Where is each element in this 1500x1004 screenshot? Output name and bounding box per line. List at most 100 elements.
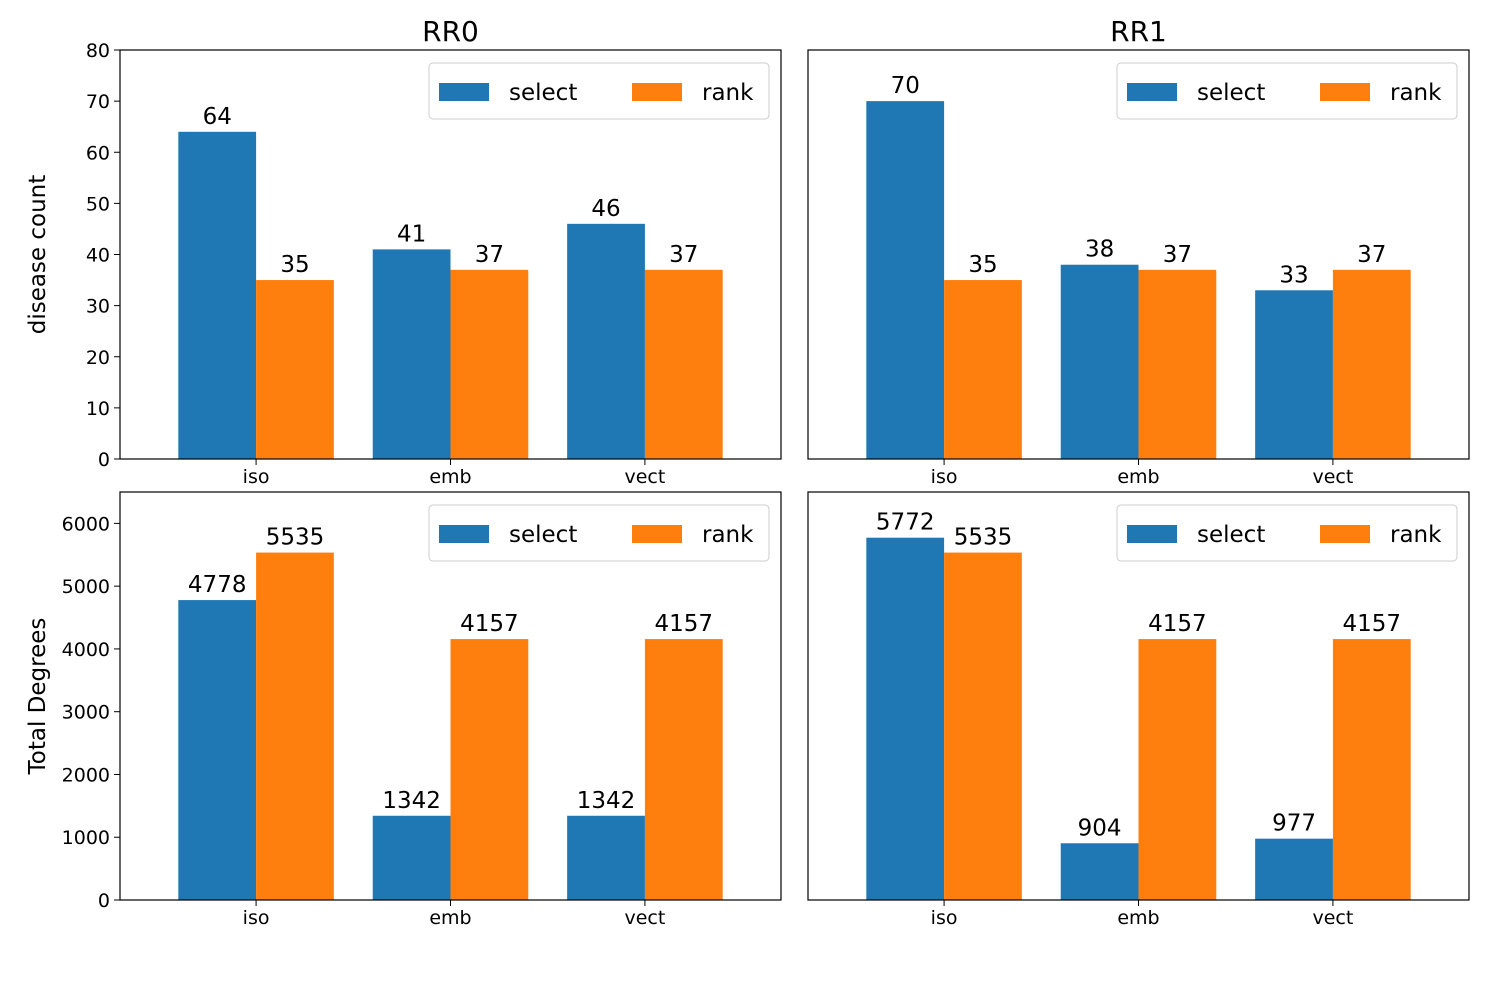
legend-box [428, 62, 770, 120]
data-label: 41 [397, 221, 426, 247]
bar-select-emb [372, 815, 451, 900]
y-tick-label: 3000 [62, 702, 110, 724]
x-tick-label: vect [624, 466, 665, 488]
y-tick-label: 10 [86, 398, 110, 420]
x-tick-label: iso [243, 907, 270, 929]
legend-label-select: select [509, 80, 577, 106]
bar-rank-emb [450, 639, 529, 900]
data-label: 4157 [1343, 611, 1402, 637]
y-tick-label: 80 [86, 40, 110, 62]
y-tick-label: 6000 [62, 513, 110, 535]
x-tick-label: vect [1312, 907, 1353, 929]
legend-swatch-rank [1320, 525, 1370, 543]
data-label: 37 [669, 242, 698, 268]
y-axis-label: disease count [25, 175, 51, 335]
bar-rank-emb [1138, 639, 1217, 900]
y-tick-label: 60 [86, 142, 110, 164]
bar-rank-vect [1332, 639, 1411, 900]
data-label: 904 [1078, 815, 1122, 841]
x-tick-label: emb [429, 466, 471, 488]
bar-select-vect [567, 223, 645, 459]
legend-swatch-rank [632, 525, 682, 543]
legend-box [1116, 62, 1458, 120]
data-label: 64 [203, 104, 232, 130]
y-tick-label: 40 [86, 245, 110, 267]
data-label: 1342 [577, 788, 636, 814]
legend-swatch-rank [1320, 83, 1370, 101]
bar-rank-iso [256, 552, 334, 900]
data-label: 4157 [1148, 611, 1207, 637]
bar-select-iso [178, 600, 257, 900]
data-label: 4157 [460, 611, 519, 637]
y-tick-label: 4000 [62, 639, 110, 661]
bar-select-vect [1255, 290, 1333, 459]
x-tick-label: iso [243, 466, 270, 488]
legend-box [428, 504, 770, 562]
bar-select-emb [1060, 843, 1139, 900]
legend-swatch-select [1127, 525, 1177, 543]
bar-select-iso [866, 537, 945, 900]
x-tick-label: emb [1117, 907, 1159, 929]
bar-rank-vect [644, 269, 723, 459]
legend-label-select: select [1197, 80, 1265, 106]
data-label: 5535 [266, 525, 325, 551]
legend-swatch-select [1127, 83, 1177, 101]
data-label: 70 [891, 73, 920, 99]
bar-select-emb [1060, 264, 1139, 459]
legend-label-rank: rank [1390, 522, 1442, 548]
bar-rank-vect [1332, 269, 1411, 459]
legend-swatch-select [439, 525, 489, 543]
legend-box [1116, 504, 1458, 562]
bar-select-vect [567, 815, 645, 900]
x-tick-label: vect [624, 907, 665, 929]
data-label: 46 [591, 196, 620, 222]
y-tick-label: 70 [86, 91, 110, 113]
bar-select-iso [866, 101, 945, 459]
x-tick-label: vect [1312, 466, 1353, 488]
bar-rank-iso [256, 280, 334, 459]
y-tick-label: 30 [86, 296, 110, 318]
bar-rank-vect [644, 639, 723, 900]
legend-swatch-rank [632, 83, 682, 101]
x-tick-label: iso [931, 907, 958, 929]
panel-title: RR0 [422, 15, 479, 48]
data-label: 4778 [188, 572, 247, 598]
bar-rank-iso [944, 280, 1022, 459]
y-axis-label: Total Degrees [25, 618, 51, 776]
data-label: 38 [1085, 237, 1114, 263]
y-tick-label: 2000 [62, 764, 110, 786]
x-tick-label: emb [429, 907, 471, 929]
legend-label-rank: rank [1390, 80, 1442, 106]
bar-select-iso [178, 131, 257, 460]
data-label: 977 [1272, 811, 1316, 837]
y-tick-label: 1000 [62, 827, 110, 849]
data-label: 37 [475, 242, 504, 268]
bar-select-emb [372, 249, 451, 459]
data-label: 5535 [954, 525, 1013, 551]
y-tick-label: 20 [86, 347, 110, 369]
y-tick-label: 50 [86, 193, 110, 215]
x-tick-label: emb [1117, 466, 1159, 488]
data-label: 35 [280, 252, 309, 278]
bar-rank-iso [944, 552, 1022, 900]
y-tick-label: 0 [98, 449, 110, 471]
data-label: 4157 [655, 611, 714, 637]
bar-rank-emb [450, 269, 529, 459]
data-label: 1342 [382, 788, 441, 814]
bar-select-vect [1255, 838, 1333, 900]
data-label: 35 [968, 252, 997, 278]
y-tick-label: 0 [98, 890, 110, 912]
data-label: 33 [1279, 262, 1308, 288]
y-tick-label: 5000 [62, 576, 110, 598]
bar-rank-emb [1138, 269, 1217, 459]
data-label: 37 [1357, 242, 1386, 268]
legend-swatch-select [439, 83, 489, 101]
x-tick-label: iso [931, 466, 958, 488]
panel-title: RR1 [1110, 15, 1167, 48]
data-label: 5772 [876, 510, 935, 536]
legend-label-select: select [509, 522, 577, 548]
legend-label-select: select [1197, 522, 1265, 548]
legend-label-rank: rank [702, 80, 754, 106]
